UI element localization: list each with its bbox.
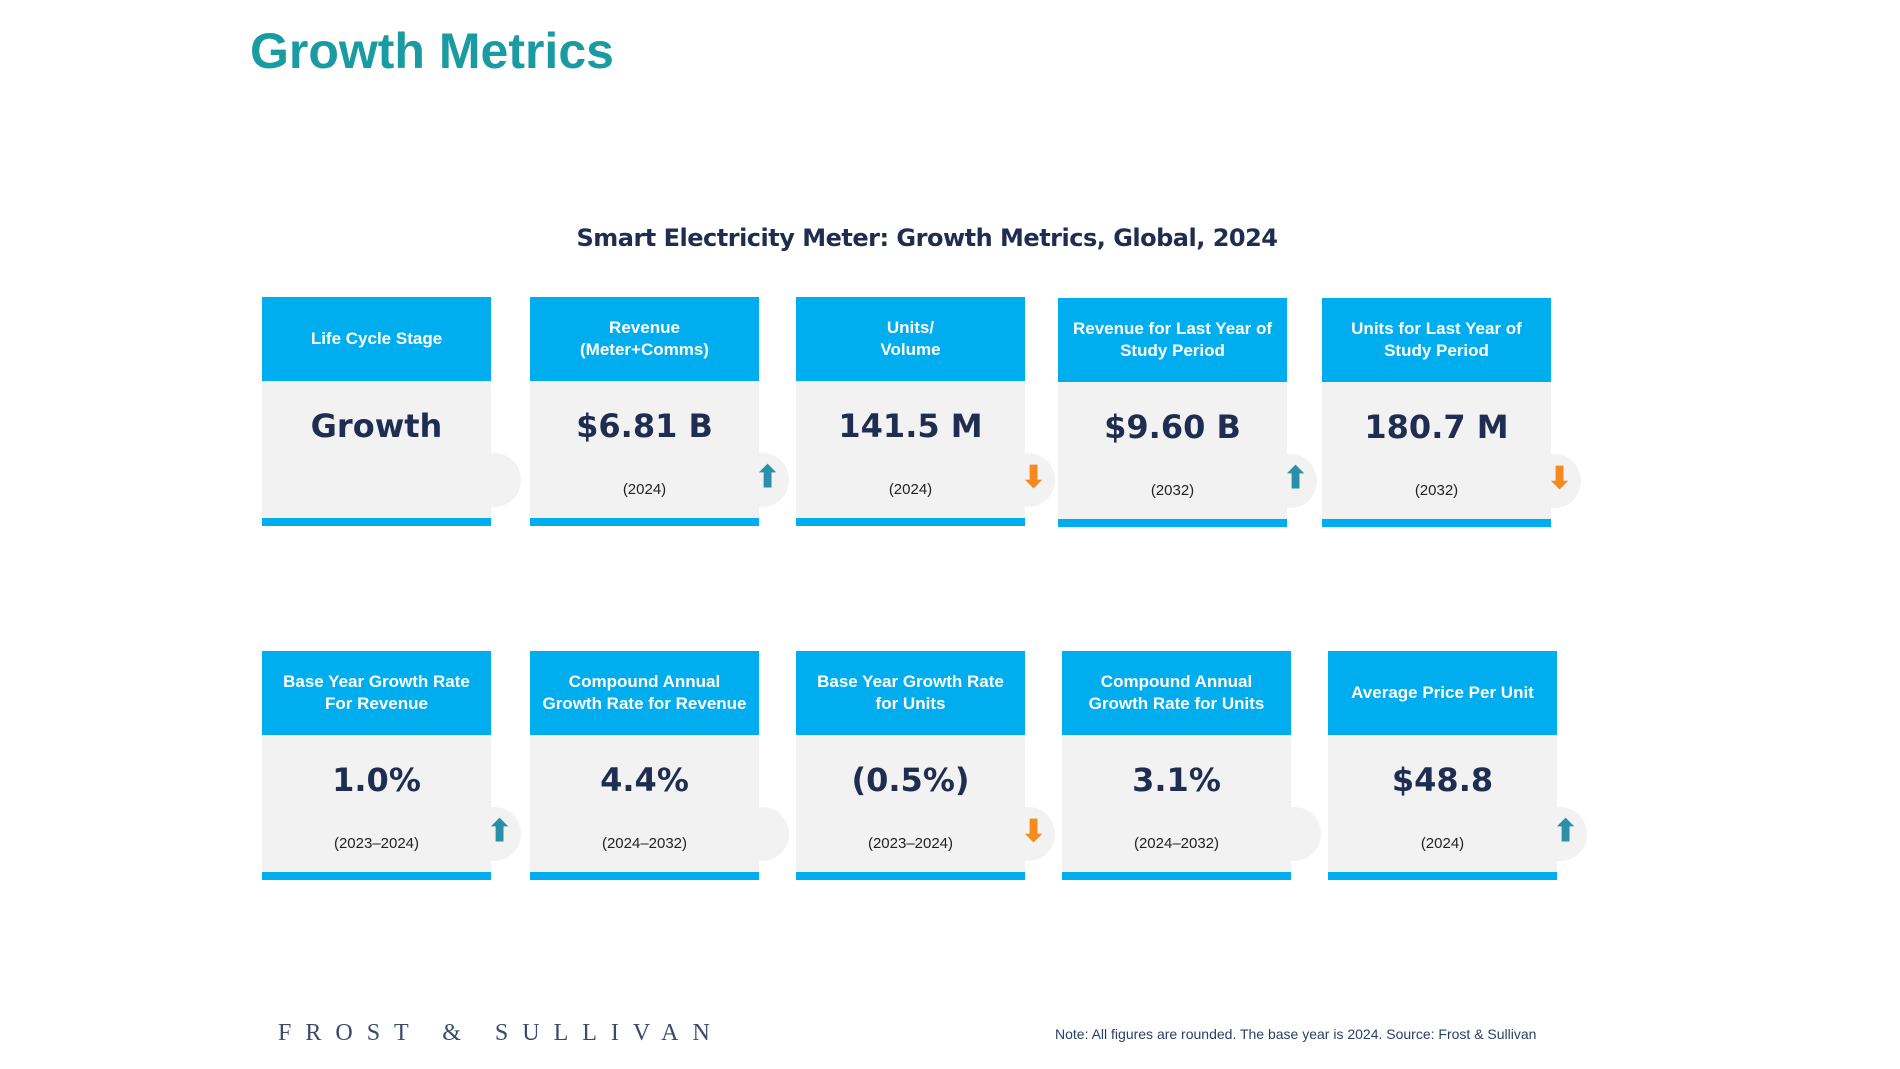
card-year: (2032) bbox=[1414, 482, 1459, 499]
card-body bbox=[796, 381, 1025, 518]
card-header: Revenue (Meter+Comms) bbox=[530, 297, 759, 381]
card-body bbox=[530, 735, 759, 872]
arrow-up-icon: ⬆ bbox=[755, 461, 781, 494]
card-bottom-bar bbox=[530, 518, 759, 526]
card-header: Units/ Volume bbox=[796, 297, 1025, 381]
arrow-down-icon: ⬇ bbox=[1021, 815, 1047, 848]
card-bottom-bar bbox=[1322, 519, 1551, 527]
card-value: $6.81 B bbox=[576, 407, 713, 445]
card-value: 1.0% bbox=[332, 761, 421, 799]
card-body bbox=[796, 735, 1025, 872]
card-header: Average Price Per Unit bbox=[1328, 651, 1557, 735]
metric-card: Base Year Growth Rate for Units (0.5%) (… bbox=[796, 651, 1055, 880]
card-header: Compound Annual Growth Rate for Revenue bbox=[530, 651, 759, 735]
card-header: Base Year Growth Rate for Units bbox=[796, 651, 1025, 735]
card-value: (0.5%) bbox=[851, 761, 970, 799]
card-value: 3.1% bbox=[1132, 761, 1221, 799]
card-year: (2032) bbox=[1150, 482, 1195, 499]
card-body bbox=[1322, 382, 1551, 519]
arrow-down-icon: ⬇ bbox=[1547, 462, 1573, 495]
card-header: Life Cycle Stage bbox=[262, 297, 491, 381]
card-year: (2024–2032) bbox=[1133, 835, 1220, 852]
card-body bbox=[530, 381, 759, 518]
footnote: Note: All figures are rounded. The base … bbox=[1055, 1026, 1537, 1042]
card-bottom-bar bbox=[262, 872, 491, 880]
arrow-up-icon: ⬆ bbox=[1283, 462, 1309, 495]
card-bottom-bar bbox=[530, 872, 759, 880]
card-year: (2024) bbox=[888, 481, 933, 498]
card-bottom-bar bbox=[1062, 872, 1291, 880]
metric-card: Life Cycle Stage Growth bbox=[262, 297, 521, 526]
card-year: (2024–2032) bbox=[601, 835, 688, 852]
card-year: (2023–2024) bbox=[867, 835, 954, 852]
card-body bbox=[1058, 382, 1287, 519]
card-value: Growth bbox=[310, 407, 443, 445]
card-year: (2024) bbox=[1420, 835, 1465, 852]
card-value: 180.7 M bbox=[1364, 408, 1509, 446]
card-header: Base Year Growth Rate For Revenue bbox=[262, 651, 491, 735]
metric-card: Revenue for Last Year of Study Period $9… bbox=[1058, 298, 1317, 527]
chart-subtitle: Smart Electricity Meter: Growth Metrics,… bbox=[576, 224, 1278, 252]
card-body bbox=[262, 381, 491, 518]
card-header: Compound Annual Growth Rate for Units bbox=[1062, 651, 1291, 735]
card-header: Units for Last Year of Study Period bbox=[1322, 298, 1551, 382]
metric-card: Compound Annual Growth Rate for Revenue … bbox=[530, 651, 789, 880]
card-value: 141.5 M bbox=[838, 407, 983, 445]
metric-card: Base Year Growth Rate For Revenue 1.0% (… bbox=[262, 651, 521, 880]
arrow-up-icon: ⬆ bbox=[1553, 815, 1579, 848]
arrow-down-icon: ⬇ bbox=[1021, 461, 1047, 494]
card-value: $9.60 B bbox=[1104, 408, 1241, 446]
card-year: (2023–2024) bbox=[333, 835, 420, 852]
card-body bbox=[1062, 735, 1291, 872]
card-body bbox=[262, 735, 491, 872]
metric-card: Compound Annual Growth Rate for Units 3.… bbox=[1062, 651, 1321, 880]
arrow-up-icon: ⬆ bbox=[487, 815, 513, 848]
card-bottom-bar bbox=[262, 518, 491, 526]
card-value: $48.8 bbox=[1391, 761, 1494, 799]
metric-card: Average Price Per Unit $48.8 (2024) ⬆ bbox=[1328, 651, 1587, 880]
card-header: Revenue for Last Year of Study Period bbox=[1058, 298, 1287, 382]
card-bottom-bar bbox=[1328, 872, 1557, 880]
card-year: (2024) bbox=[622, 481, 667, 498]
card-value: 4.4% bbox=[600, 761, 689, 799]
card-bottom-bar bbox=[1058, 519, 1287, 527]
metric-card: Units/ Volume 141.5 M (2024) ⬇ bbox=[796, 297, 1055, 526]
card-bottom-bar bbox=[796, 872, 1025, 880]
card-bottom-bar bbox=[796, 518, 1025, 526]
metric-card: Units for Last Year of Study Period 180.… bbox=[1322, 298, 1581, 527]
card-body bbox=[1328, 735, 1557, 872]
metric-card: Revenue (Meter+Comms) $6.81 B (2024) ⬆ bbox=[530, 297, 789, 526]
frost-sullivan-logo: FROST & SULLIVAN bbox=[278, 1020, 724, 1046]
page-title: Growth Metrics bbox=[250, 23, 614, 79]
